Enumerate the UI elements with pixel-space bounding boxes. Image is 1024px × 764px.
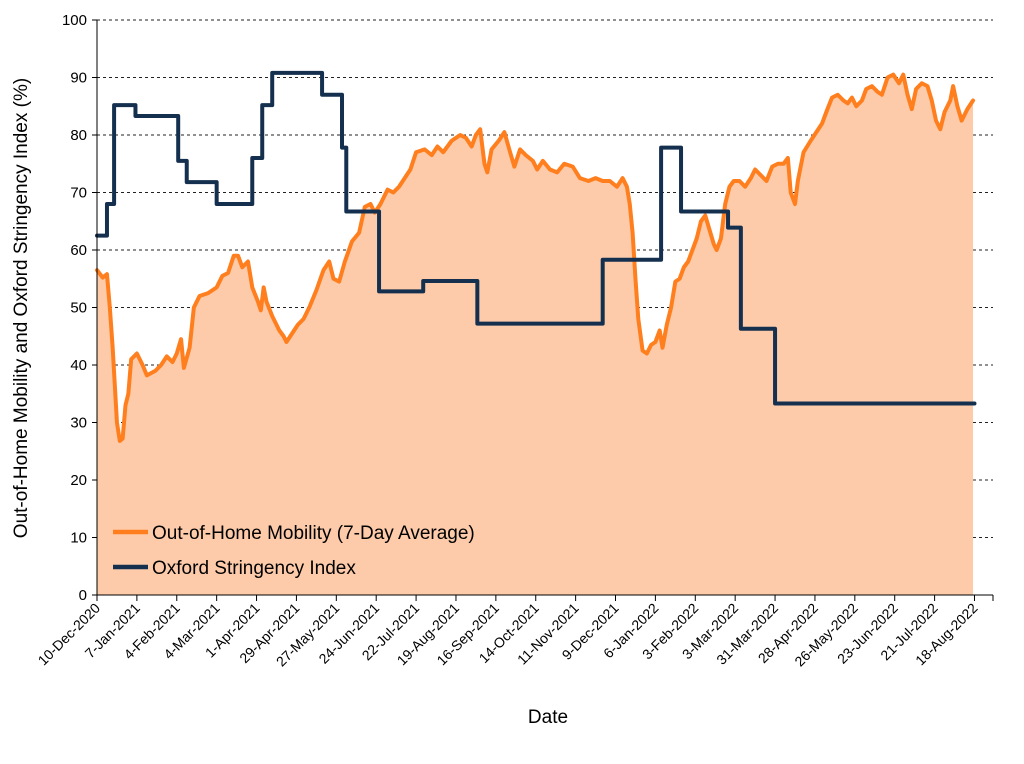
x-tick-labels: 10-Dec-20207-Jan-20214-Feb-20214-Mar-202… xyxy=(35,600,981,670)
y-tick-label: 60 xyxy=(70,242,87,259)
y-tick-label: 50 xyxy=(70,300,87,317)
y-tick-label: 0 xyxy=(79,587,87,604)
legend-label-stringency: Oxford Stringency Index xyxy=(152,558,356,579)
y-axis-title: Out-of-Home Mobility and Oxford Stringen… xyxy=(11,78,32,538)
series-lines xyxy=(95,70,977,443)
y-tick-label: 20 xyxy=(70,472,87,489)
x-axis-title: Date xyxy=(528,707,568,728)
series-area-0 xyxy=(97,74,974,595)
y-tick-label: 100 xyxy=(62,12,87,29)
axes xyxy=(92,19,994,601)
y-tick-label: 80 xyxy=(70,127,87,144)
y-tick-label: 30 xyxy=(70,415,87,432)
legend-label-mobility: Out-of-Home Mobility (7-Day Average) xyxy=(152,523,475,544)
y-tick-label: 90 xyxy=(70,70,87,87)
series-line-0 xyxy=(95,72,976,443)
y-tick-label: 70 xyxy=(70,185,87,202)
y-tick-label: 10 xyxy=(70,530,87,547)
series-line-1 xyxy=(95,70,977,406)
y-tick-labels: 0 10 20 30 40 50 60 70 80 90 100 xyxy=(62,12,87,604)
legend: Out-of-Home Mobility (7-Day Average) Oxf… xyxy=(113,523,475,579)
y-tick-label: 40 xyxy=(70,357,87,374)
series-areas xyxy=(97,74,974,595)
